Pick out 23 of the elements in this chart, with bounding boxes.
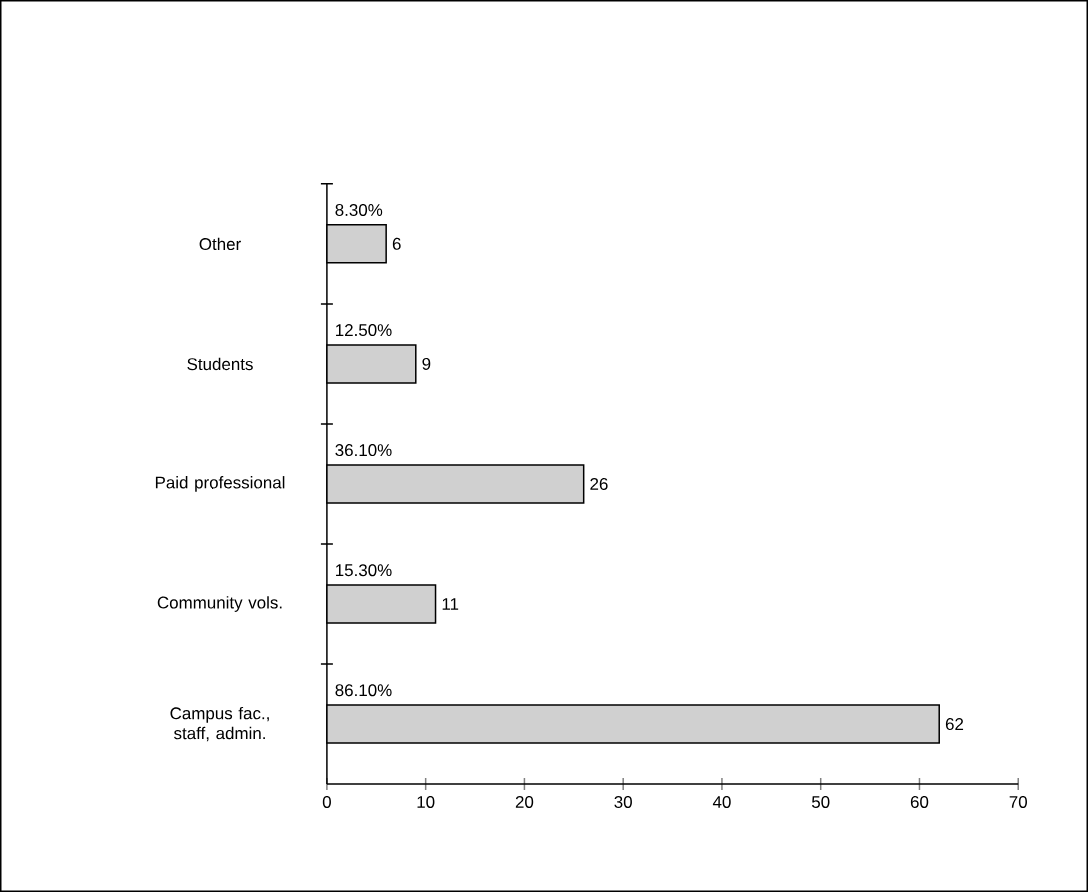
x-tick-label: 10 xyxy=(417,796,435,809)
y-tick-label: Paid professional xyxy=(155,476,285,492)
data-label: 26 xyxy=(590,478,608,491)
annotation: 15.30% xyxy=(336,564,392,577)
x-tick-label: 60 xyxy=(910,796,929,809)
y-tick-label: Students xyxy=(187,357,253,371)
x-tick-label: 70 xyxy=(1009,796,1027,809)
annotation: 12.50% xyxy=(336,324,392,337)
data-label: 11 xyxy=(442,598,459,610)
data-label: 6 xyxy=(392,237,401,250)
annotation: 36.10% xyxy=(335,444,392,457)
x-tick-label: 0 xyxy=(322,796,331,809)
x-tick-label: 20 xyxy=(515,796,534,809)
y-tick-label: Campus fac., staff, admin. xyxy=(170,706,269,742)
y-tick-label: Other xyxy=(199,237,241,251)
y-tick-label: Community vols. xyxy=(157,596,282,612)
data-label: 62 xyxy=(945,718,964,731)
annotation: 86.10% xyxy=(335,684,392,697)
annotation: 8.30% xyxy=(335,204,383,217)
x-tick-label: 40 xyxy=(712,796,731,809)
x-tick-label: 50 xyxy=(811,796,830,809)
x-tick-label: 30 xyxy=(614,796,632,809)
data-label: 9 xyxy=(422,357,431,370)
